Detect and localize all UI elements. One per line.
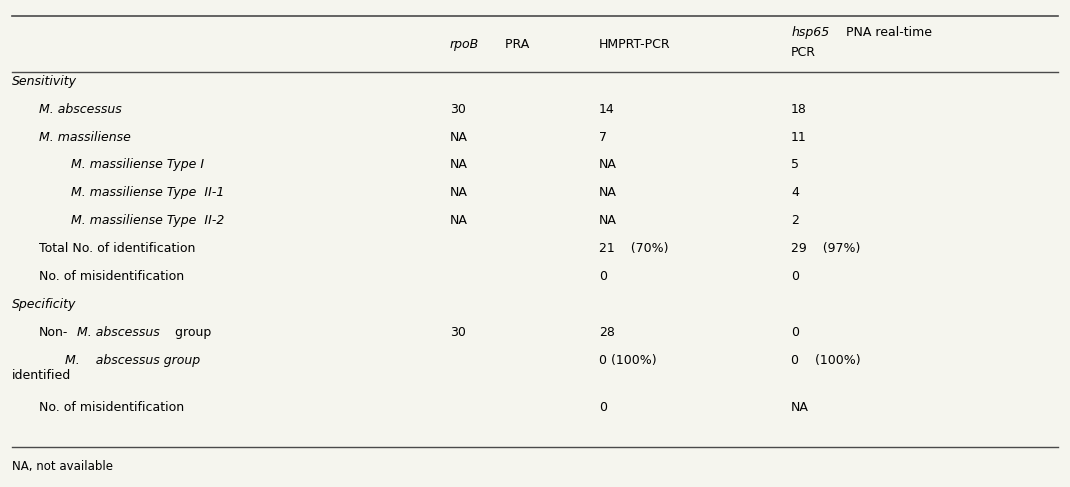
Text: NA: NA [449, 187, 468, 199]
Text: NA: NA [599, 158, 617, 171]
Text: NA: NA [449, 158, 468, 171]
Text: 5: 5 [791, 158, 799, 171]
Text: M.    abscessus group: M. abscessus group [49, 354, 200, 367]
Text: identified: identified [12, 369, 72, 382]
Text: 0: 0 [791, 326, 799, 339]
Text: Sensitivity: Sensitivity [12, 75, 77, 88]
Text: 30: 30 [449, 103, 465, 116]
Text: 21    (70%): 21 (70%) [599, 242, 669, 255]
Text: 11: 11 [791, 131, 807, 144]
Text: 18: 18 [791, 103, 807, 116]
Text: NA: NA [449, 214, 468, 227]
Text: 29    (97%): 29 (97%) [791, 242, 860, 255]
Text: PNA real-time: PNA real-time [842, 26, 932, 39]
Text: No. of misidentification: No. of misidentification [39, 401, 184, 414]
Text: M. abscessus: M. abscessus [39, 103, 122, 116]
Text: M. massiliense: M. massiliense [39, 131, 131, 144]
Text: NA: NA [599, 214, 617, 227]
Text: Total No. of identification: Total No. of identification [39, 242, 195, 255]
Text: 0: 0 [599, 401, 607, 414]
Text: M. abscessus: M. abscessus [77, 326, 159, 339]
Text: rpoB: rpoB [449, 38, 479, 52]
Text: Specificity: Specificity [12, 298, 76, 311]
Text: 7: 7 [599, 131, 607, 144]
Text: HMPRT-PCR: HMPRT-PCR [599, 38, 671, 52]
Text: M. massiliense Type  II-2: M. massiliense Type II-2 [71, 214, 224, 227]
Text: 14: 14 [599, 103, 615, 116]
Text: PRA: PRA [501, 38, 529, 52]
Text: 2: 2 [791, 214, 799, 227]
Text: hsp65: hsp65 [791, 26, 829, 39]
Text: NA: NA [449, 131, 468, 144]
Text: 0    (100%): 0 (100%) [791, 354, 860, 367]
Text: NA: NA [599, 187, 617, 199]
Text: PCR: PCR [791, 46, 816, 59]
Text: NA, not available: NA, not available [12, 460, 113, 473]
Text: M. massiliense Type  II-1: M. massiliense Type II-1 [71, 187, 224, 199]
Text: 0: 0 [791, 270, 799, 283]
Text: Non-: Non- [39, 326, 68, 339]
Text: 30: 30 [449, 326, 465, 339]
Text: No. of misidentification: No. of misidentification [39, 270, 184, 283]
Text: 0 (100%): 0 (100%) [599, 354, 657, 367]
Text: 28: 28 [599, 326, 615, 339]
Text: M. massiliense Type I: M. massiliense Type I [71, 158, 204, 171]
Text: group: group [171, 326, 212, 339]
Text: 0: 0 [599, 270, 607, 283]
Text: 4: 4 [791, 187, 799, 199]
Text: NA: NA [791, 401, 809, 414]
